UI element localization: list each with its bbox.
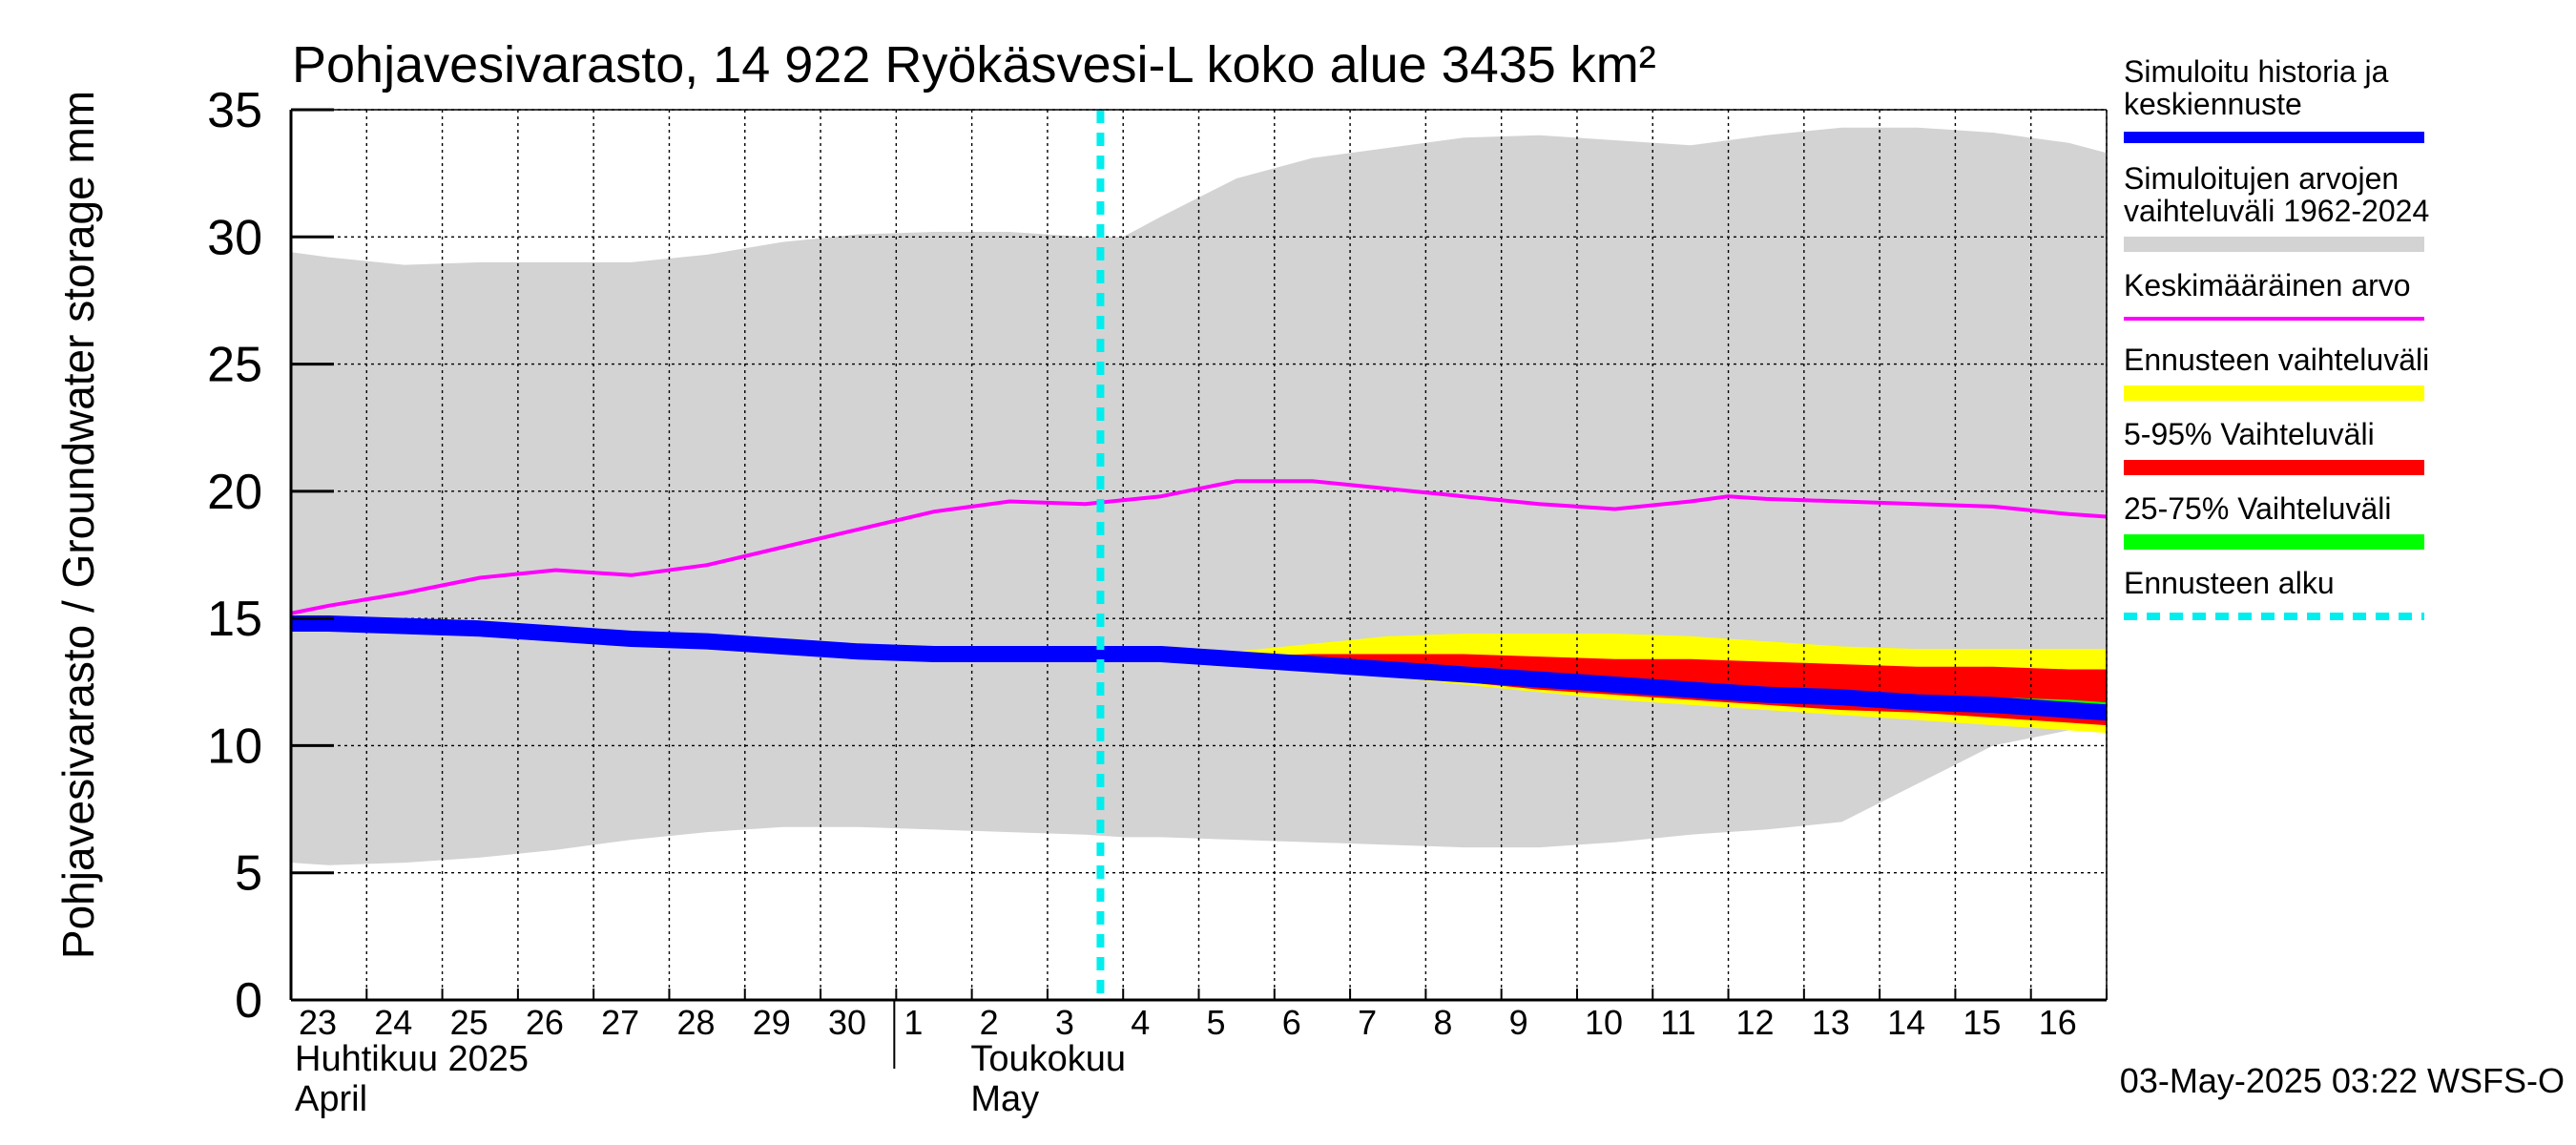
legend-label: 5-95% Vaihteluväli	[2124, 417, 2375, 451]
y-tick-label: 15	[207, 592, 262, 647]
x-day-label: 26	[526, 1003, 564, 1042]
x-day-label: 25	[450, 1003, 488, 1042]
x-day-label: 6	[1282, 1003, 1301, 1042]
month-label-fi: Toukokuu	[970, 1039, 1126, 1079]
y-tick-label: 20	[207, 465, 262, 520]
x-day-label: 1	[904, 1003, 923, 1042]
x-day-label: 2	[980, 1003, 999, 1042]
legend-label: 25-75% Vaihteluväli	[2124, 491, 2391, 526]
y-tick-label: 25	[207, 338, 262, 393]
legend-label: keskiennuste	[2124, 87, 2302, 121]
legend-label: Ennusteen alku	[2124, 566, 2335, 600]
x-day-label: 10	[1585, 1003, 1623, 1042]
plot-area	[289, 108, 2108, 1002]
x-day-label: 3	[1055, 1003, 1074, 1042]
x-day-label: 5	[1207, 1003, 1226, 1042]
footer-timestamp: 03-May-2025 03:22 WSFS-O	[2120, 1061, 2565, 1100]
x-day-label: 16	[2039, 1003, 2077, 1042]
x-day-label: 7	[1358, 1003, 1377, 1042]
x-day-label: 29	[753, 1003, 791, 1042]
legend-label: Keskimääräinen arvo	[2124, 268, 2411, 302]
x-day-label: 8	[1433, 1003, 1452, 1042]
x-day-label: 23	[299, 1003, 337, 1042]
y-axis-label: Pohjavesivarasto / Groundwater storage m…	[53, 91, 103, 959]
x-day-label: 24	[374, 1003, 412, 1042]
y-tick-label: 30	[207, 210, 262, 265]
x-day-label: 9	[1509, 1003, 1528, 1042]
y-axis-labels: 0 5 10 15 20 25 30 35	[207, 83, 262, 1029]
series-1-line	[291, 479, 2107, 615]
month-label-fi: Huhtikuu 2025	[295, 1039, 529, 1079]
legend-label: Ennusteen vaihteluväli	[2124, 343, 2429, 377]
chart-title: Pohjavesivarasto, 14 922 Ryökäsvesi-L ko…	[292, 36, 1656, 94]
x-day-label: 15	[1963, 1003, 2001, 1042]
y-tick-label: 0	[235, 973, 262, 1029]
x-day-label: 13	[1812, 1003, 1850, 1042]
y-tick-label: 35	[207, 83, 262, 138]
month-label-en: May	[970, 1079, 1039, 1119]
legend-label: Simuloitu historia ja	[2124, 54, 2389, 89]
x-day-label: 27	[601, 1003, 639, 1042]
x-axis-labels: 23 24 25 26 27 28 29 30 1 2 3 4 5 6 7 8 9 10 11 12 13 14 15 16H…	[295, 1000, 2077, 1119]
series-5-line	[291, 615, 2107, 721]
x-day-label: 12	[1736, 1003, 1775, 1042]
month-label-en: April	[295, 1079, 367, 1119]
line-layer	[291, 110, 2107, 1000]
legend-label: vaihteluväli 1962-2024	[2124, 194, 2429, 228]
x-day-label: 30	[828, 1003, 866, 1042]
x-day-label: 14	[1887, 1003, 1925, 1042]
y-tick-label: 10	[207, 718, 262, 774]
y-tick-label: 5	[235, 846, 262, 902]
x-day-label: 28	[676, 1003, 715, 1042]
legend-label: Simuloitujen arvojen	[2124, 161, 2399, 196]
x-day-label: 4	[1131, 1003, 1150, 1042]
x-day-label: 11	[1660, 1003, 1695, 1042]
axes-layer	[289, 108, 2108, 1002]
